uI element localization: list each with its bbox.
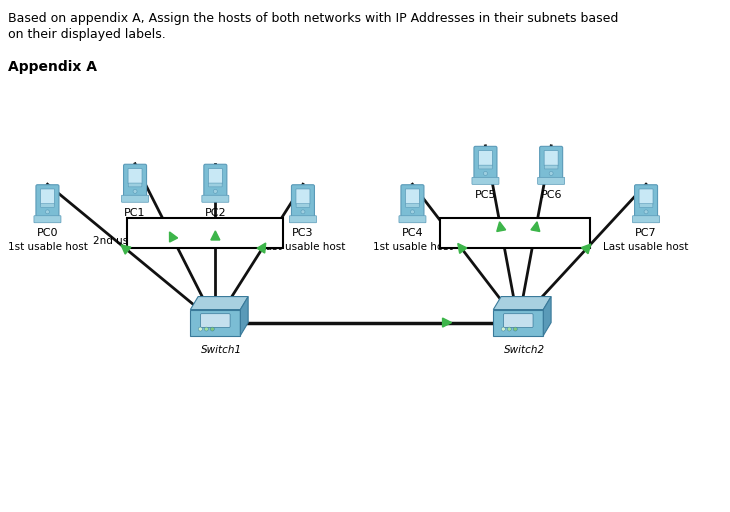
Text: 1st usable host: 1st usable host [372, 242, 453, 252]
Text: PC5: PC5 [474, 190, 496, 200]
FancyBboxPatch shape [539, 146, 563, 181]
Circle shape [502, 327, 505, 331]
Circle shape [549, 172, 553, 176]
Circle shape [301, 210, 305, 214]
FancyBboxPatch shape [634, 185, 658, 220]
FancyBboxPatch shape [128, 183, 142, 187]
FancyBboxPatch shape [291, 185, 315, 220]
FancyBboxPatch shape [40, 189, 55, 204]
Polygon shape [543, 296, 551, 335]
FancyBboxPatch shape [639, 189, 653, 204]
Polygon shape [493, 296, 551, 310]
Circle shape [199, 327, 202, 331]
Polygon shape [191, 310, 240, 335]
Polygon shape [497, 222, 506, 231]
Text: 2nd Last Host: 2nd Last Host [515, 218, 587, 228]
FancyBboxPatch shape [405, 189, 420, 204]
Text: Last usable host: Last usable host [261, 242, 345, 252]
Polygon shape [531, 222, 539, 231]
Text: Based on appendix A, Assign the hosts of both networks with IP Addresses in thei: Based on appendix A, Assign the hosts of… [8, 12, 618, 25]
Text: Last usable host: Last usable host [604, 242, 688, 252]
Circle shape [513, 327, 518, 331]
Text: PC6: PC6 [540, 190, 562, 200]
Circle shape [507, 327, 511, 331]
FancyBboxPatch shape [479, 165, 492, 169]
Polygon shape [211, 231, 220, 240]
Circle shape [45, 210, 50, 214]
Circle shape [483, 172, 488, 176]
FancyBboxPatch shape [123, 164, 147, 199]
FancyBboxPatch shape [474, 146, 497, 181]
Text: PC7: PC7 [635, 228, 657, 238]
Polygon shape [240, 296, 248, 335]
FancyBboxPatch shape [544, 151, 558, 166]
FancyBboxPatch shape [127, 218, 283, 248]
FancyBboxPatch shape [41, 204, 54, 207]
Text: PC3: PC3 [292, 228, 314, 238]
Polygon shape [581, 244, 591, 253]
FancyBboxPatch shape [34, 216, 61, 223]
Circle shape [204, 327, 208, 331]
FancyBboxPatch shape [406, 204, 419, 207]
Text: PC2: PC2 [204, 208, 226, 218]
FancyBboxPatch shape [36, 185, 59, 220]
FancyBboxPatch shape [639, 204, 653, 207]
Text: Appendix A: Appendix A [8, 60, 97, 74]
Polygon shape [169, 232, 177, 242]
FancyBboxPatch shape [633, 216, 659, 223]
FancyBboxPatch shape [401, 185, 424, 220]
FancyBboxPatch shape [399, 216, 426, 223]
Polygon shape [121, 245, 131, 254]
Circle shape [213, 189, 218, 194]
Polygon shape [493, 310, 543, 335]
FancyBboxPatch shape [538, 177, 564, 184]
FancyBboxPatch shape [128, 168, 142, 184]
Text: 10.0.0.0/12: 10.0.0.0/12 [472, 225, 559, 240]
FancyBboxPatch shape [296, 189, 310, 204]
Text: 2nd usable host: 2nd usable host [444, 218, 527, 228]
Text: Switch1: Switch1 [201, 345, 242, 354]
FancyBboxPatch shape [122, 195, 148, 202]
FancyBboxPatch shape [296, 204, 310, 207]
FancyBboxPatch shape [290, 216, 316, 223]
Text: Switch2: Switch2 [504, 345, 545, 354]
Text: 2nd usable host: 2nd usable host [93, 236, 177, 246]
FancyBboxPatch shape [440, 218, 591, 248]
FancyBboxPatch shape [478, 151, 493, 166]
Polygon shape [191, 296, 248, 310]
FancyBboxPatch shape [208, 168, 223, 184]
FancyBboxPatch shape [204, 164, 227, 199]
FancyBboxPatch shape [202, 195, 228, 202]
Text: PC0: PC0 [36, 228, 58, 238]
FancyBboxPatch shape [209, 183, 222, 187]
Circle shape [644, 210, 648, 214]
Circle shape [410, 210, 415, 214]
FancyBboxPatch shape [472, 177, 499, 184]
Polygon shape [257, 243, 266, 253]
Text: on their displayed labels.: on their displayed labels. [8, 28, 166, 41]
Polygon shape [458, 244, 466, 253]
FancyBboxPatch shape [545, 165, 558, 169]
Text: 2nd Last host: 2nd Last host [180, 236, 250, 246]
Text: PC4: PC4 [402, 228, 423, 238]
FancyBboxPatch shape [504, 314, 533, 327]
FancyBboxPatch shape [201, 314, 230, 327]
Polygon shape [442, 318, 452, 327]
Circle shape [210, 327, 215, 331]
Text: PC1: PC1 [124, 208, 146, 218]
Circle shape [133, 189, 137, 194]
Text: 172.16.0.0/19: 172.16.0.0/19 [152, 225, 258, 240]
Text: 1st usable host: 1st usable host [7, 242, 88, 252]
